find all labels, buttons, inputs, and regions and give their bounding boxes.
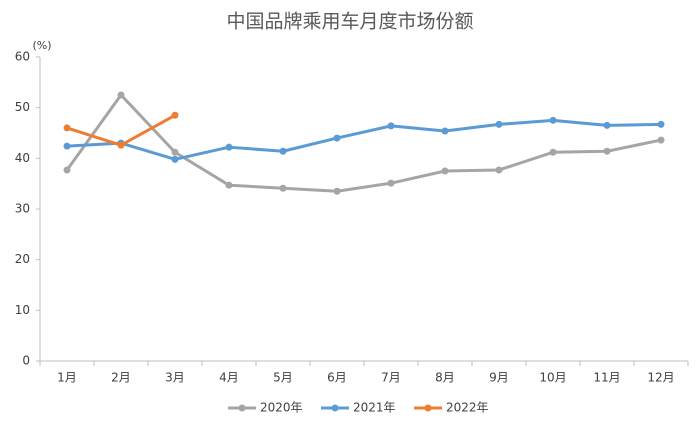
- legend-label: 2020年: [260, 401, 303, 415]
- y-tick-label: 30: [15, 202, 30, 216]
- data-point: [387, 122, 395, 130]
- x-tick-label: 4月: [219, 371, 239, 385]
- y-tick-label: 60: [15, 50, 30, 64]
- y-tick-label: 20: [15, 252, 30, 266]
- x-tick-label: 9月: [489, 371, 509, 385]
- data-point: [63, 124, 71, 132]
- x-tick-label: 1月: [57, 371, 77, 385]
- data-point: [603, 121, 611, 129]
- legend-label: 2021年: [353, 401, 396, 415]
- data-point: [171, 111, 179, 119]
- y-tick-label: 50: [15, 100, 30, 114]
- data-point: [279, 184, 287, 192]
- chart-title: 中国品牌乘用车月度市场份额: [226, 11, 473, 33]
- data-point: [279, 147, 287, 155]
- series-line: [66, 118, 662, 161]
- y-tick-label: 10: [15, 303, 30, 317]
- data-point: [117, 141, 125, 149]
- x-tick-label: 6月: [327, 371, 347, 385]
- data-point: [63, 142, 71, 150]
- x-tick-label: 11月: [593, 371, 620, 385]
- data-point: [63, 166, 71, 174]
- data-point: [387, 179, 395, 187]
- series-line: [65, 93, 662, 193]
- legend-marker: [331, 404, 339, 412]
- data-point: [171, 148, 179, 156]
- data-point: [225, 143, 233, 151]
- data-point: [657, 120, 665, 128]
- x-tick-label: 5月: [273, 371, 293, 385]
- data-point: [441, 127, 449, 135]
- data-point: [441, 167, 449, 175]
- data-point: [495, 120, 503, 128]
- y-tick-label: 40: [15, 151, 30, 165]
- x-tick-label: 7月: [381, 371, 401, 385]
- data-point: [333, 187, 341, 195]
- data-point: [171, 155, 179, 163]
- legend-marker: [238, 404, 246, 412]
- y-tick-label: 0: [22, 354, 30, 368]
- x-tick-label: 2月: [111, 371, 131, 385]
- data-point: [603, 147, 611, 155]
- x-tick-label: 3月: [165, 371, 185, 385]
- data-point: [495, 166, 503, 174]
- data-point: [333, 134, 341, 142]
- data-point: [549, 148, 557, 156]
- y-unit: (%): [32, 39, 51, 52]
- data-point: [657, 136, 665, 144]
- data-point: [549, 116, 557, 124]
- data-point: [225, 181, 233, 189]
- data-point: [117, 91, 125, 99]
- x-tick-label: 12月: [647, 371, 674, 385]
- x-tick-label: 8月: [435, 371, 455, 385]
- x-tick-label: 10月: [539, 371, 566, 385]
- legend-marker: [424, 404, 432, 412]
- legend-label: 2022年: [446, 401, 489, 415]
